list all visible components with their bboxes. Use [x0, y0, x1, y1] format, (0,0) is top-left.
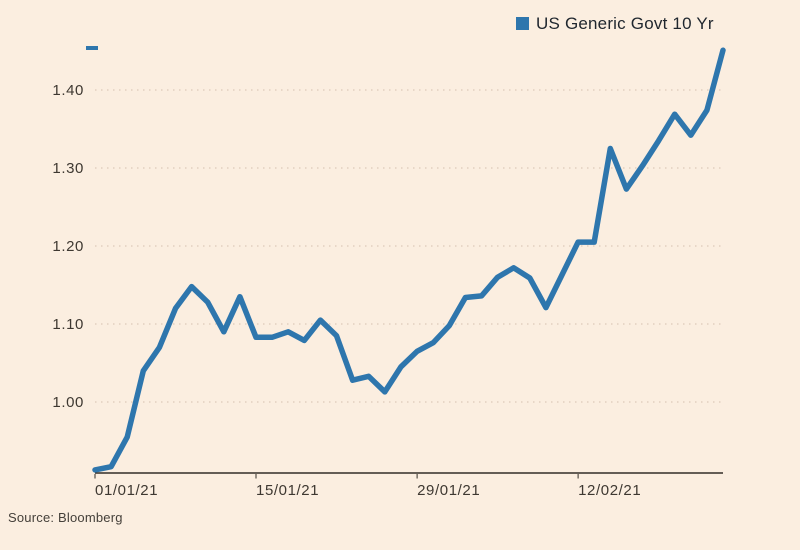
legend: US Generic Govt 10 Yr	[516, 14, 714, 34]
y-axis-label: 1.40	[52, 82, 84, 99]
legend-label: US Generic Govt 10 Yr	[536, 14, 714, 33]
series-line-us-generic-govt-10-yr	[92, 47, 726, 473]
x-axis-label: 12/02/21	[578, 482, 641, 499]
source-note: Source: Bloomberg	[8, 510, 123, 525]
y-axis-cap-tick	[86, 46, 98, 50]
y-axis-label: 1.10	[52, 316, 84, 333]
x-axis-label: 29/01/21	[417, 482, 480, 499]
legend-marker	[516, 17, 529, 30]
y-axis-label: 1.30	[52, 160, 84, 177]
y-axis-label: 1.20	[52, 238, 84, 255]
x-axis-label: 15/01/21	[256, 482, 319, 499]
y-axis-label: 1.00	[52, 394, 84, 411]
x-axis-label: 01/01/21	[95, 482, 158, 499]
